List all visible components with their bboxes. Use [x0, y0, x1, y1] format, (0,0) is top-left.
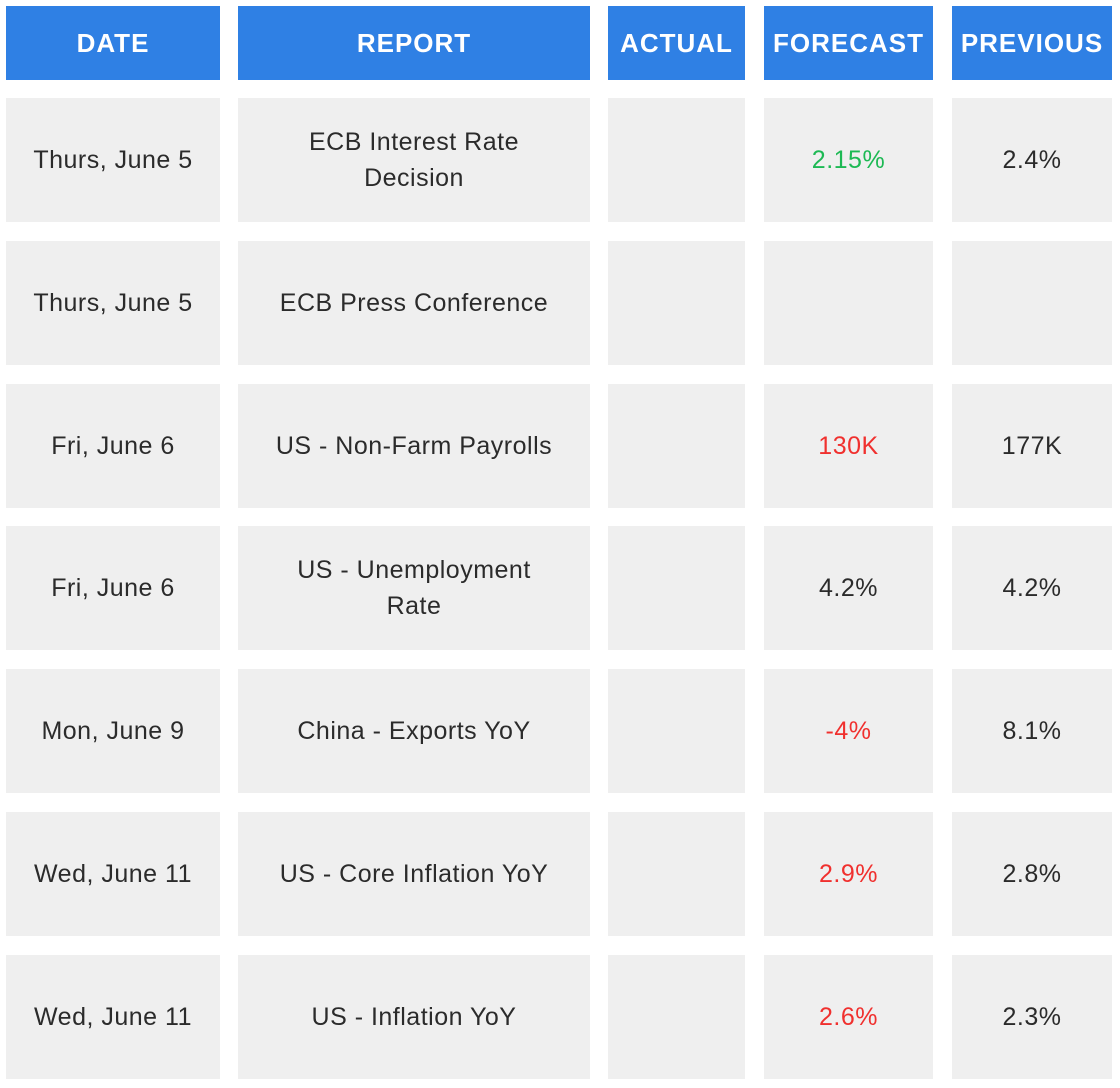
date-cell: Fri, June 6	[6, 383, 220, 508]
header-text: PREVIOUS	[960, 27, 1104, 58]
date-cell: Wed, June 11	[6, 812, 220, 936]
date: Thurs, June 5	[33, 146, 193, 174]
report-line: ECB Press Conference	[279, 288, 549, 317]
actual-cell	[608, 240, 745, 365]
report-line: Decision	[364, 164, 464, 192]
report-cell: ECB Interest Rate Decision	[238, 98, 590, 222]
previous-cell	[952, 240, 1112, 365]
header-text: DATE	[76, 27, 150, 58]
forecast-cell: -4%	[764, 669, 933, 794]
forecast: 4.2%	[819, 574, 878, 603]
date: Wed, June 11	[34, 1002, 192, 1031]
date-cell: Fri, June 6	[6, 526, 220, 651]
actual-cell	[608, 669, 745, 794]
actual-cell	[608, 812, 745, 936]
previous: 177K	[1001, 431, 1063, 460]
previous-cell: 2.4%	[952, 98, 1112, 222]
forecast: 2.15%	[811, 146, 886, 174]
date: Fri, June 6	[51, 431, 175, 460]
forecast-cell	[764, 240, 933, 365]
previous: 2.4%	[1002, 146, 1062, 174]
forecast: -4%	[825, 717, 872, 746]
previous-cell: 2.3%	[952, 954, 1112, 1079]
date: Wed, June 11	[34, 860, 192, 888]
column-header: REPORT	[238, 6, 590, 80]
header-text: ACTUAL	[620, 27, 733, 58]
forecast-cell: 2.9%	[764, 812, 933, 936]
report-cell: ECB Press Conference	[238, 240, 590, 365]
report-cell: US - Unemployment Rate	[238, 526, 590, 651]
forecast: 2.6%	[819, 1002, 878, 1031]
header-text: FORECAST	[773, 27, 924, 58]
previous: 2.8%	[1002, 860, 1062, 888]
column-header: DATE	[6, 6, 220, 80]
forecast-cell: 130K	[764, 383, 933, 508]
previous-cell: 8.1%	[952, 669, 1112, 794]
date-cell: Thurs, June 5	[6, 240, 220, 365]
forecast: 130K	[818, 431, 879, 460]
actual-cell	[608, 954, 745, 1079]
previous: 8.1%	[1002, 717, 1062, 746]
report-line: US - Non-Farm Payrolls	[275, 431, 553, 460]
report-line: ECB Interest Rate	[309, 128, 519, 156]
date: Fri, June 6	[51, 574, 175, 603]
date-cell: Thurs, June 5	[6, 98, 220, 222]
date-cell: Mon, June 9	[6, 669, 220, 794]
forecast-cell: 4.2%	[764, 526, 933, 651]
date: Mon, June 9	[41, 717, 185, 746]
previous: 2.3%	[1002, 1002, 1062, 1031]
previous-cell: 4.2%	[952, 526, 1112, 651]
report-cell: US - Non-Farm Payrolls	[238, 383, 590, 508]
column-header: FORECAST	[764, 6, 933, 80]
forecast-cell: 2.15%	[764, 98, 933, 222]
actual-cell	[608, 383, 745, 508]
header-text: REPORT	[356, 27, 472, 58]
report-line: China - Exports YoY	[297, 717, 531, 746]
report-cell: China - Exports YoY	[238, 669, 590, 794]
previous-cell: 2.8%	[952, 812, 1112, 936]
report-line: US - Inflation YoY	[311, 1002, 517, 1031]
previous-cell: 177K	[952, 383, 1112, 508]
report-cell: US - Core Inflation YoY	[238, 812, 590, 936]
date: Thurs, June 5	[33, 288, 193, 317]
report-cell: US - Inflation YoY	[238, 954, 590, 1079]
column-header: PREVIOUS	[952, 6, 1112, 80]
actual-cell	[608, 526, 745, 651]
forecast: 2.9%	[819, 860, 878, 888]
previous: 4.2%	[1002, 574, 1062, 603]
forecast-cell: 2.6%	[764, 954, 933, 1079]
column-header: ACTUAL	[608, 6, 745, 80]
actual-cell	[608, 98, 745, 222]
date-cell: Wed, June 11	[6, 954, 220, 1079]
report-line: US - Unemployment	[297, 556, 531, 585]
report-line: US - Core Inflation YoY	[279, 860, 549, 888]
report-line: Rate	[386, 592, 442, 621]
